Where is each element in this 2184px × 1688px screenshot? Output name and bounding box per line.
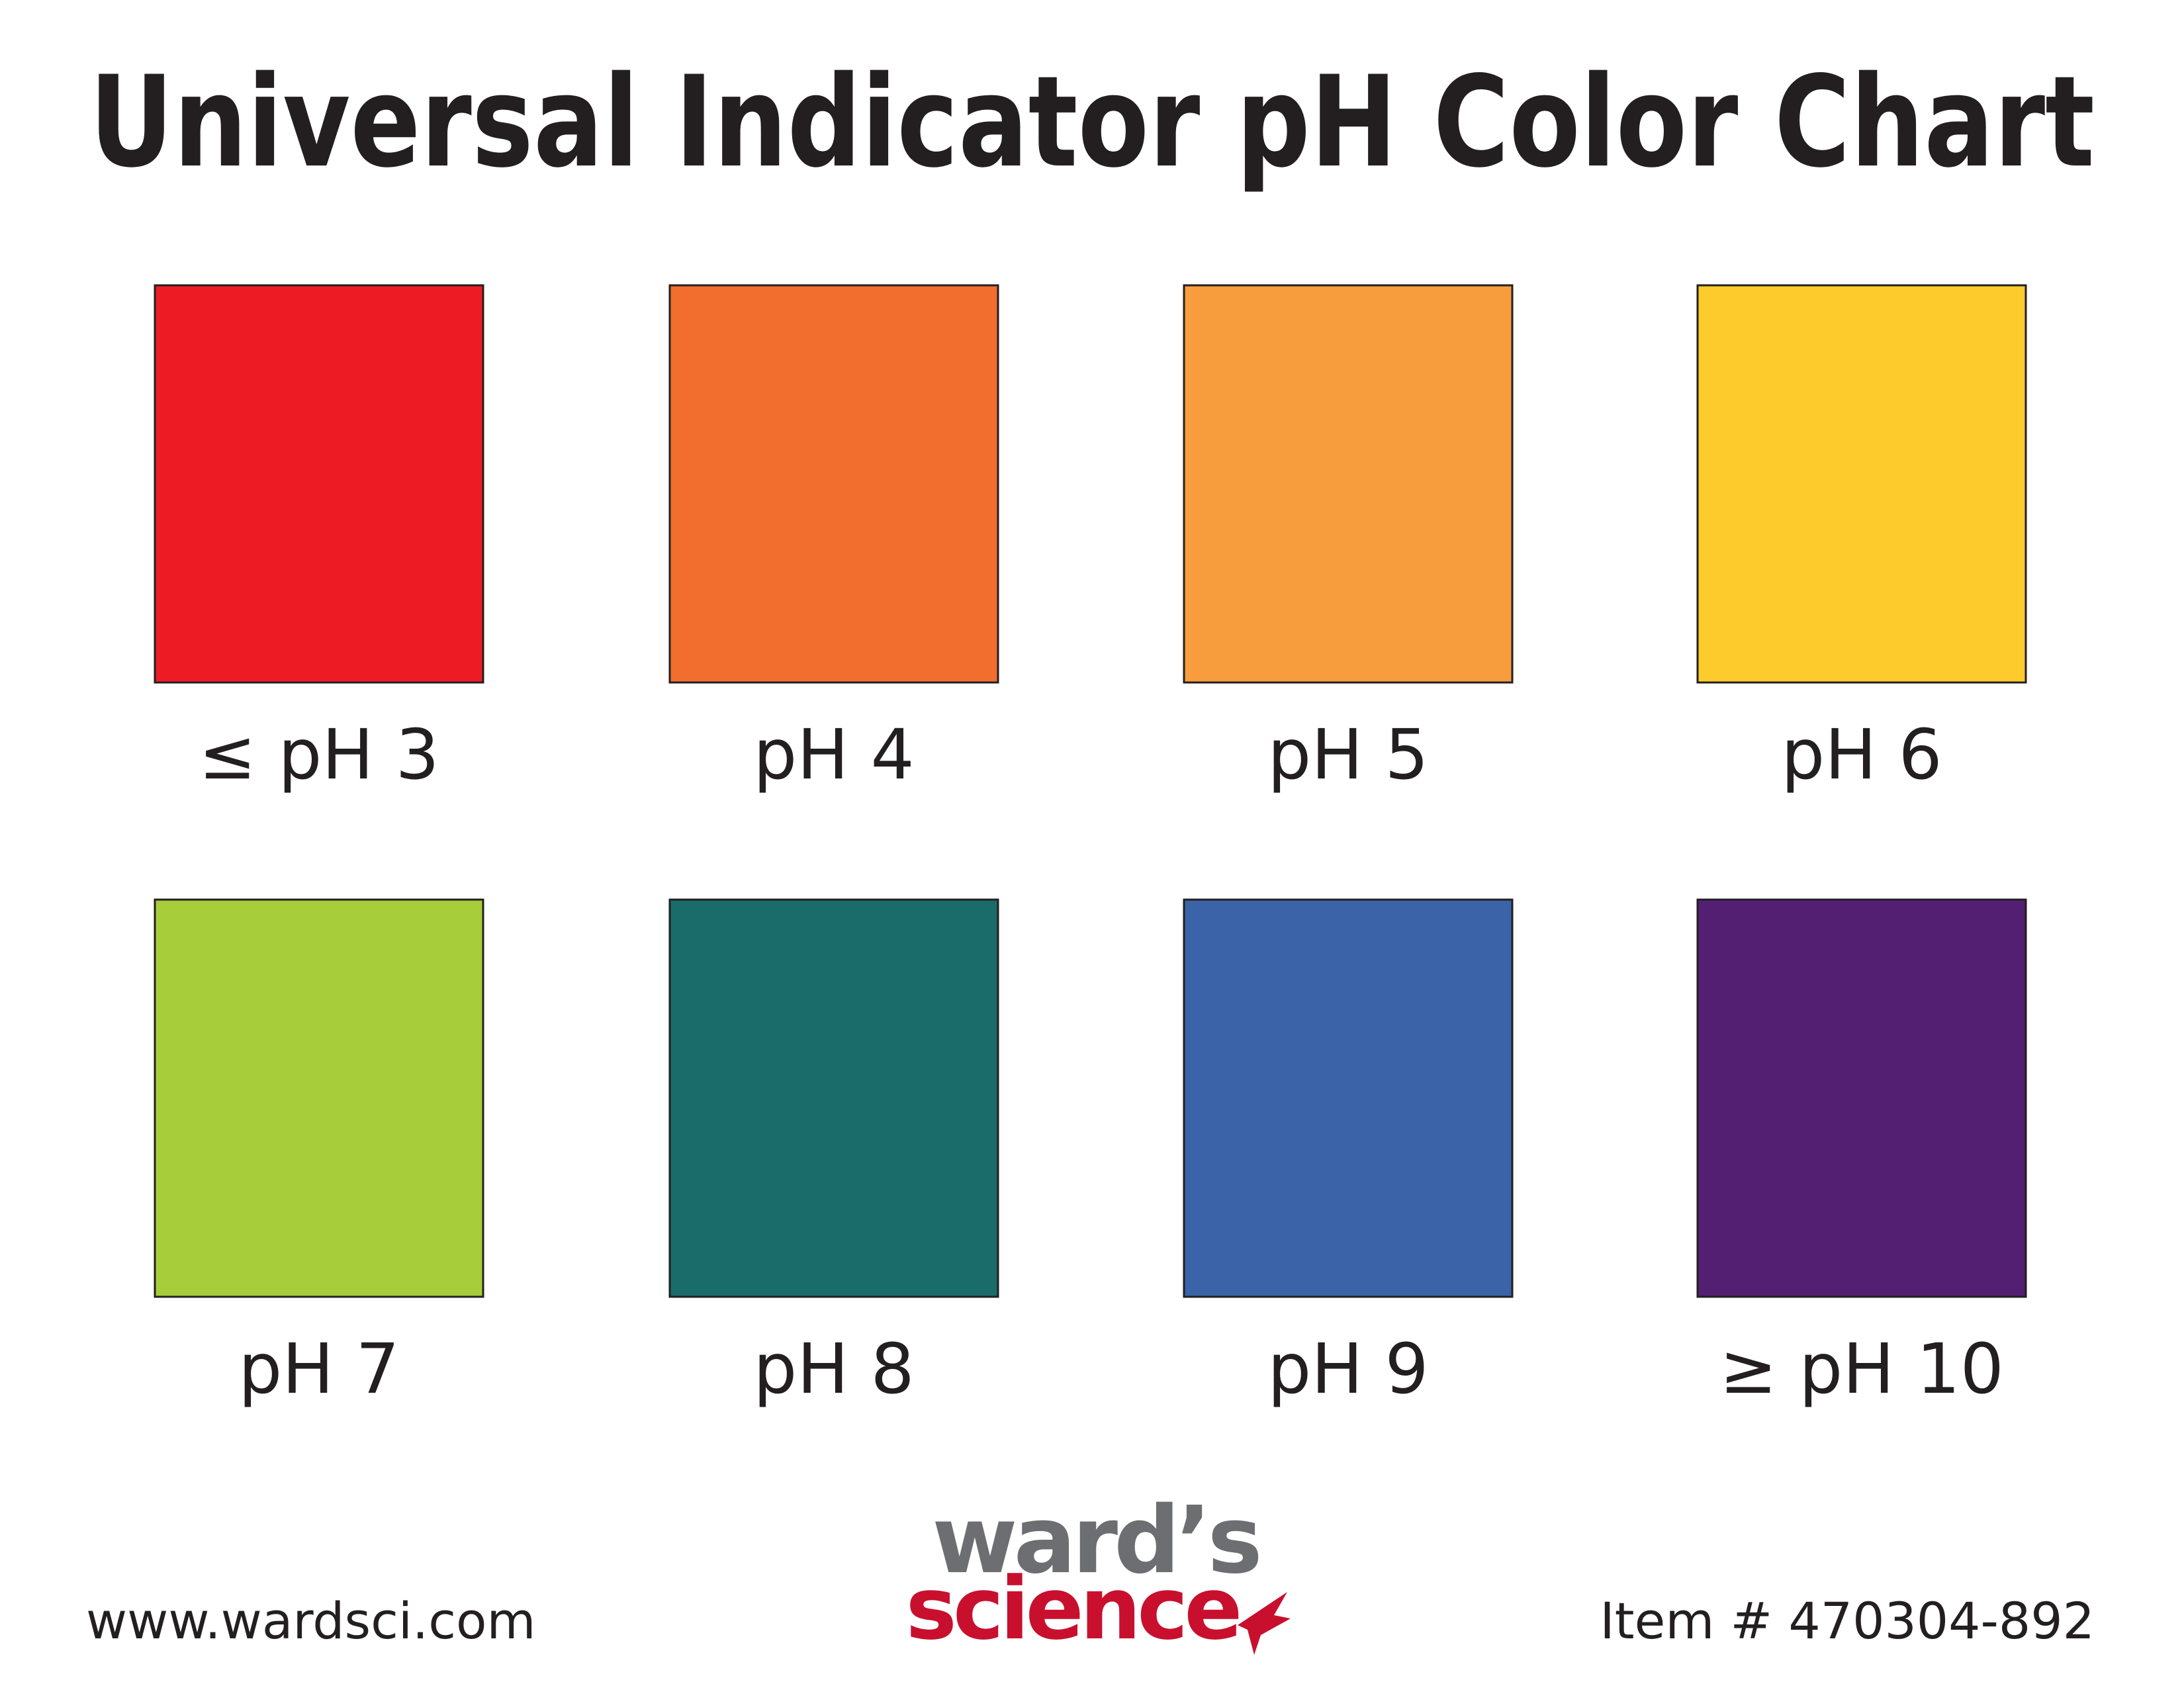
color-swatch	[1183, 284, 1514, 684]
swatch-label: ≥ pH 10	[1719, 1329, 2004, 1409]
title: Universal Indicator pH Color Chart	[89, 49, 2095, 195]
swatch-label: pH 8	[753, 1329, 914, 1409]
swatch-label: ≤ pH 3	[199, 714, 439, 795]
color-swatch	[1696, 898, 2027, 1298]
color-swatch	[668, 284, 999, 684]
color-swatch	[154, 898, 484, 1298]
logo-mark	[1238, 1592, 1291, 1655]
color-swatch	[154, 284, 484, 684]
website: www.wardsci.com	[86, 1591, 536, 1650]
swatch-label: pH 9	[1267, 1329, 1428, 1409]
color-swatch	[668, 898, 999, 1298]
logo-top: ward’s	[932, 1487, 1259, 1595]
color-swatch	[1183, 898, 1514, 1298]
color-swatch	[1696, 284, 2027, 684]
swatch-label: pH 7	[238, 1329, 399, 1409]
swatch-label: pH 6	[1781, 714, 1942, 795]
logo-bottom: science	[906, 1558, 1239, 1659]
item-number: Item # 470304-892	[1600, 1591, 2095, 1650]
swatch-label: pH 5	[1267, 714, 1428, 795]
swatch-label: pH 4	[753, 714, 914, 795]
